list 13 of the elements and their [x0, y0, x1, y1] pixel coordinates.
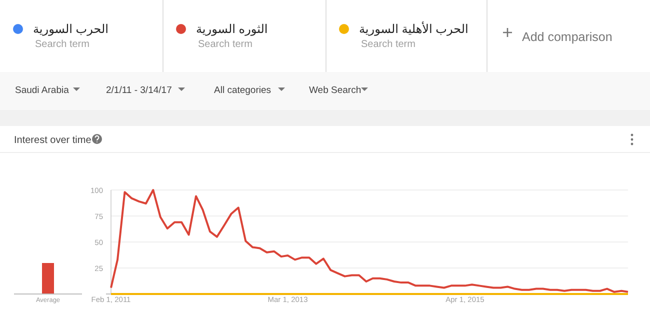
text: 2/1/11 - 3/14/17 — [106, 85, 172, 96]
text: Add comparison — [522, 30, 612, 44]
legend-label: الثوره السورية — [196, 22, 268, 36]
text: Web Search — [309, 85, 362, 96]
text: Search term — [35, 39, 90, 50]
legend-label: الحرب السورية — [33, 22, 108, 36]
legend-label: الحرب الأهلية السورية — [359, 21, 468, 36]
text: Saudi Arabia — [15, 85, 70, 96]
text: All categories — [214, 85, 272, 96]
line-series — [110, 189, 629, 293]
text: Search term — [361, 39, 416, 50]
text: Search term — [198, 39, 252, 50]
chart-title: Interest over time — [14, 135, 92, 146]
